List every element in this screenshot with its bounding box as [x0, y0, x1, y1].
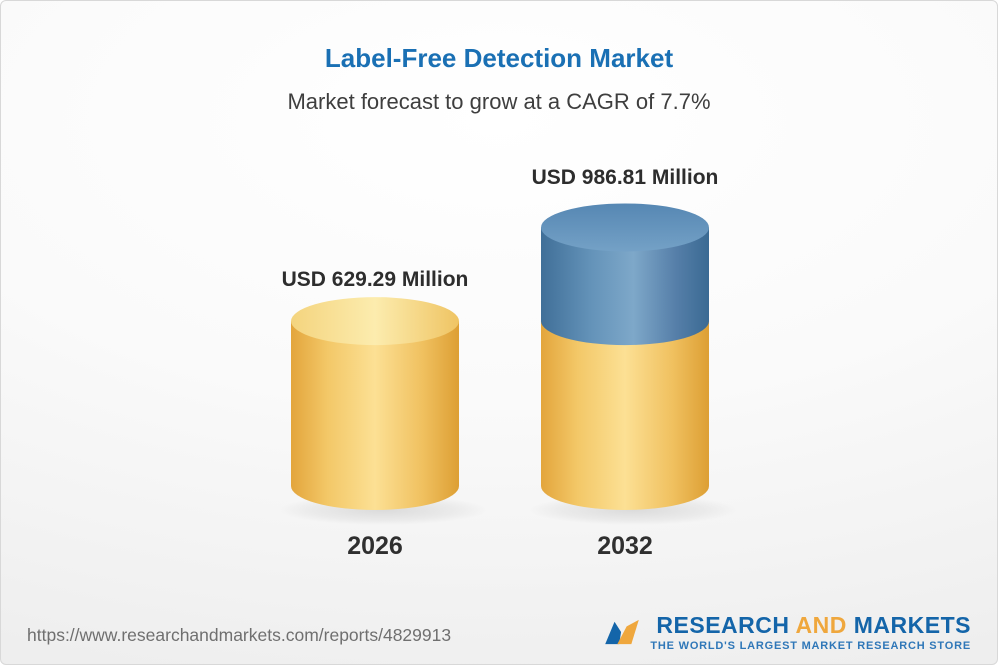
bar-value-label-2032: USD 986.81 Million	[531, 166, 719, 189]
chart-subtitle: Market forecast to grow at a CAGR of 7.7…	[287, 89, 711, 114]
logo-word-markets: MARKETS	[853, 611, 971, 638]
cylinder-2026	[279, 297, 487, 525]
logo-wordmark: RESEARCH AND MARKETS	[650, 613, 971, 637]
chart-title: Label-Free Detection Market	[324, 43, 674, 73]
cylinder-2032	[529, 203, 737, 525]
x-axis-label-2026: 2026	[347, 532, 403, 560]
logo-mark-icon	[605, 620, 640, 645]
company-logo[interactable]: RESEARCH AND MARKETS THE WORLD'S LARGEST…	[603, 613, 971, 652]
logo-word-and: AND	[795, 611, 847, 638]
report-url-link[interactable]: https://www.researchandmarkets.com/repor…	[27, 625, 452, 645]
bar-value-label-2026: USD 629.29 Million	[281, 268, 469, 291]
logo-text-block: RESEARCH AND MARKETS THE WORLD'S LARGEST…	[650, 613, 971, 652]
x-axis-label-2032: 2032	[597, 532, 653, 560]
logo-tagline: THE WORLD'S LARGEST MARKET RESEARCH STOR…	[650, 640, 971, 652]
logo-word-research: RESEARCH	[656, 611, 790, 638]
